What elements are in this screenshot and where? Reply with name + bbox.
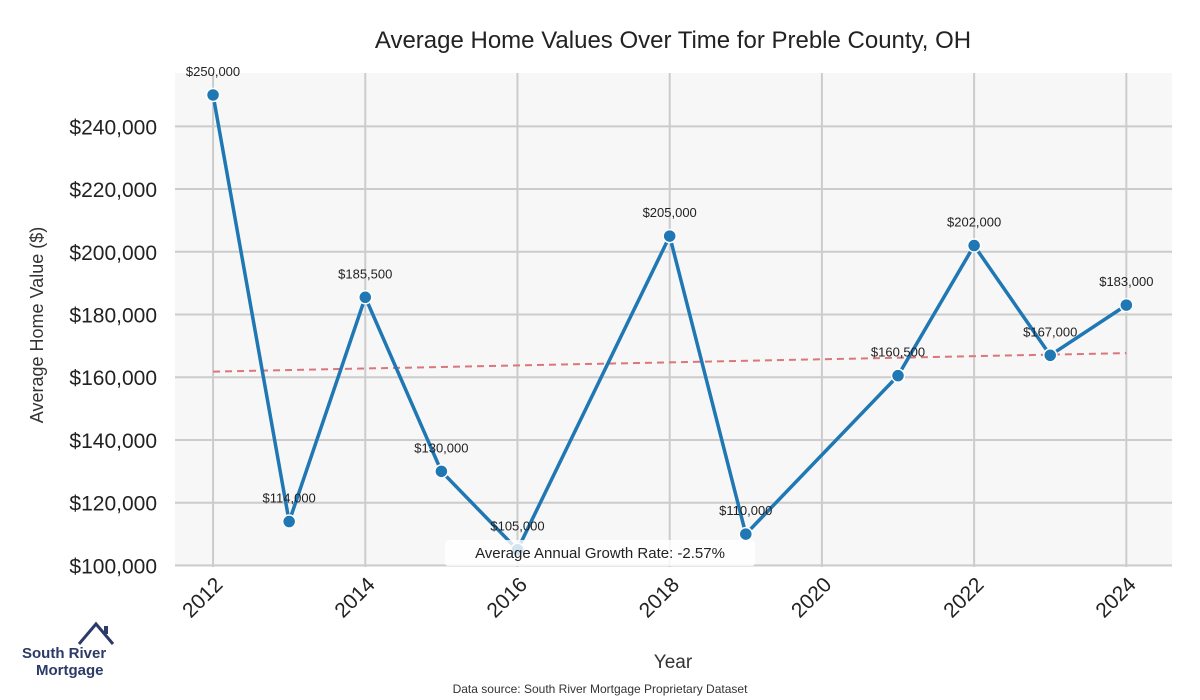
x-axis-label: Year — [654, 652, 693, 673]
x-tick-label: 2014 — [330, 573, 380, 623]
data-point — [738, 526, 754, 542]
x-tick-label: 2020 — [787, 573, 836, 622]
y-axis-label: Average Home Value ($) — [27, 227, 47, 423]
data-label: $160,500 — [871, 345, 925, 360]
house-icon — [77, 621, 115, 645]
data-point — [205, 87, 221, 103]
y-tick-label: $140,000 — [69, 430, 157, 453]
data-point — [1119, 297, 1134, 313]
data-point — [434, 464, 449, 479]
x-tick-label: 2022 — [939, 573, 988, 622]
data-label: $250,000 — [186, 64, 240, 79]
data-label: $167,000 — [1023, 324, 1077, 339]
data-label: $183,000 — [1099, 274, 1153, 289]
data-label: $205,000 — [643, 205, 697, 220]
data-label: $130,000 — [414, 440, 468, 455]
x-tick-label: 2012 — [178, 573, 227, 622]
y-tick-label: $160,000 — [69, 367, 157, 390]
data-point — [1042, 348, 1058, 363]
data-label: $202,000 — [947, 215, 1001, 230]
y-tick-label: $220,000 — [69, 179, 157, 202]
data-label: $105,000 — [490, 519, 544, 534]
chart-title: Average Home Values Over Time for Preble… — [375, 27, 971, 54]
logo-line2: Mortgage — [36, 662, 104, 679]
y-tick-label: $120,000 — [69, 493, 157, 516]
data-point — [966, 238, 982, 253]
x-tick-label: 2018 — [635, 573, 684, 622]
data-label: $114,000 — [263, 491, 316, 506]
trend-line — [213, 352, 1127, 373]
logo-line1: South River — [22, 645, 107, 662]
y-tick-label: $200,000 — [69, 242, 157, 265]
data-source-note: Data source: South River Mortgage Propri… — [453, 682, 748, 696]
x-tick-label: 2024 — [1091, 573, 1141, 623]
annotation-box — [445, 540, 755, 566]
growth-rate-annotation: Average Annual Growth Rate: -2.57% — [475, 545, 725, 562]
y-tick-label: $180,000 — [69, 305, 157, 328]
data-label: $110,000 — [719, 503, 772, 518]
data-point — [662, 228, 677, 244]
x-tick-label: 2016 — [483, 573, 532, 622]
south-river-mortgage-logo: South River Mortgage — [22, 620, 122, 682]
data-point — [281, 514, 297, 529]
data-label: $185,500 — [338, 266, 392, 281]
y-tick-label: $240,000 — [69, 116, 157, 139]
plot-area — [175, 73, 1172, 567]
y-tick-label: $100,000 — [69, 555, 157, 578]
data-point — [358, 290, 373, 305]
data-point — [890, 368, 906, 383]
